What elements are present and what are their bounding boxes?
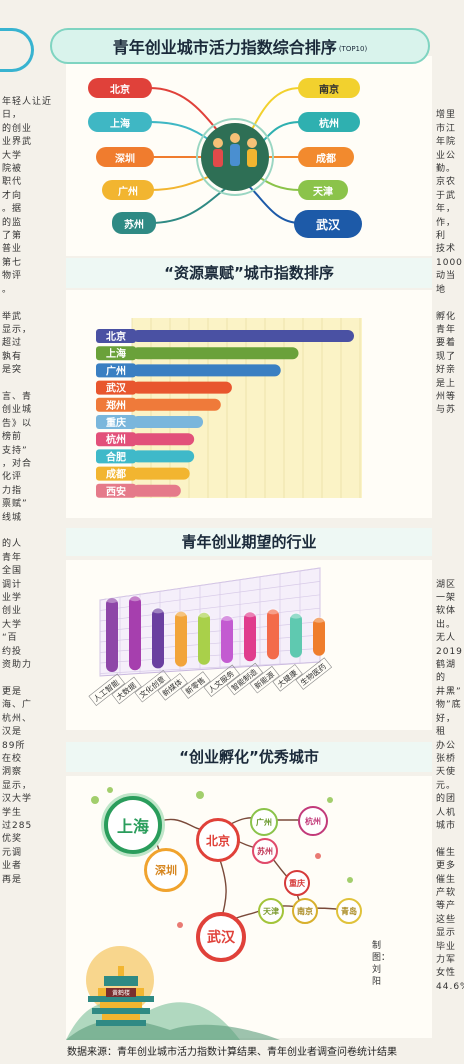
top10-city-9: 天津 xyxy=(298,180,348,200)
top10-banner: 青年创业城市活力指数综合排序 (TOP10) xyxy=(50,28,430,64)
incubation-city-nanjing: 南京 xyxy=(292,898,318,924)
top10-city-8: 成都 xyxy=(298,147,354,167)
incubation-city-shenzhen: 深圳 xyxy=(144,848,188,892)
credit: 制图：刘阳 xyxy=(372,941,391,987)
right-text-column: 增里 市江 年院 业公 勤。 京农 于武 年， 作，利 技术 1000 动当地 … xyxy=(436,110,464,992)
top10-city-5: 苏州 xyxy=(112,212,156,234)
left-text-column: 年轻人让近日， 的创业 业界武 大学 院被 职代 才向 。据 的监 了第 普业 … xyxy=(2,97,53,885)
incubation-city-guangzhou: 广州 xyxy=(250,808,278,836)
incubation-city-wuhan: 武汉 xyxy=(196,912,246,962)
top10-city-1: 北京 xyxy=(88,78,152,98)
incubation-title: “创业孵化”优秀城市 xyxy=(66,742,432,772)
top10-city-2: 上海 xyxy=(88,112,152,132)
top10-title: 青年创业城市活力指数综合排序 xyxy=(112,38,337,57)
resources-panel xyxy=(66,290,432,518)
top10-city-4: 广州 xyxy=(102,180,154,200)
data-source-footer: 数据来源：青年创业城市活力指数计算结果、青年创业者调查问卷统计结果 xyxy=(67,1047,397,1058)
industries-panel xyxy=(66,560,432,730)
incubation-city-hangzhou: 杭州 xyxy=(298,806,328,836)
industries-title: 青年创业期望的行业 xyxy=(66,528,432,556)
top10-city-7: 杭州 xyxy=(298,112,360,132)
corner-decoration xyxy=(0,28,34,72)
top10-city-10: 武汉 xyxy=(294,210,362,238)
tower-label: 黄鹤楼 xyxy=(106,988,136,997)
top10-suffix: (TOP10) xyxy=(338,45,368,53)
incubation-city-qingdao: 青岛 xyxy=(336,898,362,924)
incubation-city-suzhou: 苏州 xyxy=(252,838,278,864)
top10-city-6: 南京 xyxy=(298,78,360,98)
incubation-city-tianjin: 天津 xyxy=(258,898,284,924)
top10-city-3: 深圳 xyxy=(96,147,154,167)
incubation-city-shanghai: 上海 xyxy=(104,796,162,854)
incubation-city-beijing: 北京 xyxy=(196,818,240,862)
resources-title: “资源禀赋”城市指数排序 xyxy=(66,258,432,288)
incubation-city-chongqing: 重庆 xyxy=(284,870,310,896)
